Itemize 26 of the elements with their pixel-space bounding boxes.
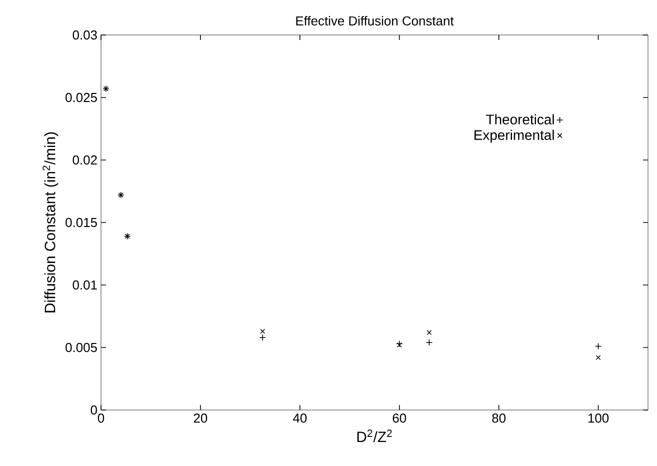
x-axis-title: D$^{2}$/Z$^{2}$ <box>357 430 392 442</box>
y-tick-label: 0.03 <box>72 30 97 40</box>
x-tick-label: 60 <box>392 414 406 423</box>
point <box>260 328 266 334</box>
y-tick-label: 0 <box>90 405 97 415</box>
y-tick-label: 0.005 <box>66 342 97 352</box>
point <box>594 342 602 350</box>
y-tick-label: 0.015 <box>66 218 97 228</box>
chart-title: Effective Diffusion Constant <box>296 16 454 26</box>
point <box>396 342 402 348</box>
x-tick-label: 100 <box>588 414 609 423</box>
y-tick-label: 0.02 <box>72 155 97 165</box>
point <box>426 339 433 346</box>
legend-label: Theoretical <box>486 114 554 124</box>
y-axis-title: Diffusion Constant (in$^{2}$/min) <box>42 132 58 312</box>
point <box>259 334 266 341</box>
point <box>396 340 403 348</box>
x-tick-label: 80 <box>492 414 506 423</box>
x-tick-label: 40 <box>293 414 307 423</box>
legend-label: Experimental <box>474 130 554 143</box>
point <box>596 354 601 360</box>
y-tick-label: 0.025 <box>66 92 97 102</box>
y-tick-label: 0.01 <box>72 280 97 290</box>
x-tick-label: 0 <box>98 414 104 423</box>
point <box>426 330 432 336</box>
x-tick-label: 20 <box>194 414 208 423</box>
